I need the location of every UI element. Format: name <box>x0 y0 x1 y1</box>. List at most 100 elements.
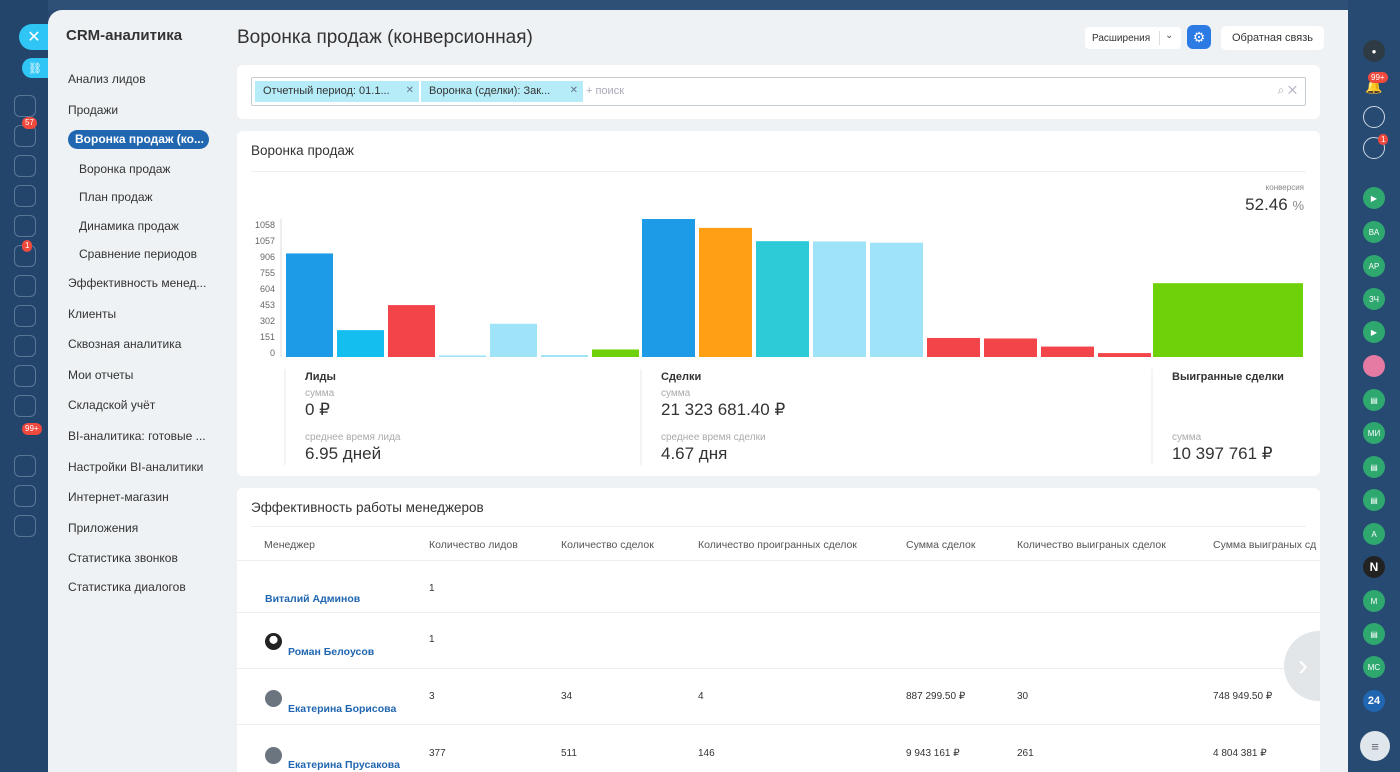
messenger-icon[interactable] <box>1363 137 1385 159</box>
chip-close-icon[interactable]: ✕ <box>569 85 578 96</box>
funnel-bar[interactable] <box>699 227 752 357</box>
funnel-bar[interactable] <box>286 253 333 357</box>
column-header[interactable]: Количество проигранных сделок <box>698 539 857 551</box>
column-header[interactable]: Сумма выиграных сд <box>1213 539 1317 551</box>
chip-label: Воронка (сделки): Зак... <box>429 85 551 97</box>
sidebar-sub-funnel[interactable]: Воронка продаж <box>79 162 171 176</box>
filter-chip-period[interactable]: Отчетный период: 01.1... ✕ <box>255 81 419 102</box>
sidebar-item-bi[interactable]: BI-аналитика: готовые ... <box>68 429 206 443</box>
calendar-icon[interactable] <box>14 215 36 237</box>
main-left-menu: 57 1 99+ <box>0 0 48 772</box>
menu-lines-icon[interactable]: ≡ <box>1360 731 1390 761</box>
y-tick-label: 453 <box>260 300 275 310</box>
funnel-bar[interactable] <box>1098 353 1151 357</box>
sidebar-item-leads[interactable]: Анализ лидов <box>68 72 146 86</box>
funnel-bar[interactable] <box>927 337 980 357</box>
funnel-bar[interactable] <box>813 241 866 357</box>
sidebar-item-sales[interactable]: Продажи <box>68 103 119 117</box>
funnel-bar[interactable] <box>388 305 435 357</box>
feedback-button[interactable]: Обратная связь <box>1221 26 1324 50</box>
sidebar-item-shop[interactable]: Интернет-магазин <box>68 490 169 504</box>
sidebar-item-apps[interactable]: Приложения <box>68 521 139 535</box>
funnel-bar[interactable] <box>984 338 1037 357</box>
cell-leads: 1 <box>429 583 435 594</box>
sidebar-item-conversion-funnel[interactable]: Воронка продаж (ко... <box>68 130 209 149</box>
column-header[interactable]: Сумма сделок <box>906 539 976 551</box>
contact-avatar-ms[interactable]: МС <box>1363 656 1385 678</box>
sidebar-item-clients[interactable]: Клиенты <box>68 307 117 321</box>
videocall-icon[interactable]: ▶ <box>1363 187 1385 209</box>
filter-chip-funnel[interactable]: Воронка (сделки): Зак... ✕ <box>421 81 583 102</box>
manager-link[interactable]: Екатерина Прусакова <box>288 759 400 771</box>
chevron-down-icon[interactable]: ⌄ <box>1165 30 1174 41</box>
scroll-right-icon[interactable]: › <box>1284 631 1320 701</box>
funnel-bar[interactable] <box>642 219 695 357</box>
marketing-icon[interactable] <box>14 395 36 417</box>
user-avatar[interactable]: ● <box>1363 40 1385 62</box>
managers-card: Эффективность работы менеджеров Менеджер… <box>237 488 1320 772</box>
sidebar-item-dialogs[interactable]: Статистика диалогов <box>68 580 186 594</box>
sidebar-item-calls[interactable]: Статистика звонков <box>68 551 178 565</box>
column-header[interactable]: Количество лидов <box>429 539 518 551</box>
filter-input[interactable]: Отчетный период: 01.1... ✕ Воронка (сдел… <box>251 77 1306 106</box>
funnel-title: Воронка продаж <box>251 143 354 158</box>
contact-avatar-zch[interactable]: ЗЧ <box>1363 288 1385 310</box>
funnel-bar[interactable] <box>337 330 384 357</box>
link-icon[interactable]: ⛓ <box>22 58 48 78</box>
employees-icon[interactable] <box>14 365 36 387</box>
drive-icon[interactable] <box>14 185 36 207</box>
funnel-bar[interactable] <box>490 323 537 357</box>
funnel-bar[interactable] <box>756 241 809 357</box>
search-placeholder[interactable]: + поиск <box>586 85 625 97</box>
contact-card2-icon[interactable]: ▤ <box>1363 456 1385 478</box>
menu-icon[interactable] <box>14 95 36 117</box>
contact-avatar-n[interactable]: N <box>1363 556 1385 578</box>
contact-avatar-va[interactable]: ВА <box>1363 221 1385 243</box>
videocall2-icon[interactable]: ▶ <box>1363 321 1385 343</box>
column-header[interactable]: Менеджер <box>264 539 315 551</box>
bitrix24-icon[interactable]: 24 <box>1363 690 1385 712</box>
sidebar-item-myreports[interactable]: Мои отчеты <box>68 368 134 382</box>
funnel-bar[interactable] <box>1153 283 1303 357</box>
copilot-icon[interactable] <box>1363 106 1385 128</box>
automation-icon[interactable] <box>14 515 36 537</box>
manager-link[interactable]: Виталий Админов <box>265 593 361 605</box>
funnel-bar[interactable] <box>541 355 588 357</box>
column-header[interactable]: Количество выиграных сделок <box>1017 539 1166 551</box>
funnel-bar[interactable] <box>439 355 486 357</box>
funnel-bar[interactable] <box>592 349 639 357</box>
contact-card3-icon[interactable]: ▤ <box>1363 489 1385 511</box>
contact-avatar-m[interactable]: М <box>1363 590 1385 612</box>
deals-sum-label: сумма <box>661 388 691 399</box>
sidebar-item-efficiency[interactable]: Эффективность менед... <box>68 276 207 290</box>
sidebar-item-warehouse[interactable]: Складской учёт <box>68 398 156 412</box>
sites-icon[interactable] <box>14 305 36 327</box>
funnel-bar[interactable] <box>870 242 923 357</box>
contact-avatar-photo[interactable] <box>1363 355 1385 377</box>
mail-icon[interactable] <box>14 335 36 357</box>
column-header[interactable]: Количество сделок <box>561 539 654 551</box>
funnel-bar[interactable] <box>1041 346 1094 357</box>
workgroups-icon[interactable] <box>14 155 36 177</box>
contact-card-icon[interactable]: ▤ <box>1363 389 1385 411</box>
contacts-icon[interactable] <box>14 485 36 507</box>
contact-avatar-ar[interactable]: АР <box>1363 255 1385 277</box>
chip-close-icon[interactable]: ✕ <box>405 85 414 96</box>
contact-avatar-a[interactable]: А <box>1363 523 1385 545</box>
sidebar-sub-compare[interactable]: Сравнение периодов <box>79 247 198 261</box>
store-icon[interactable] <box>14 455 36 477</box>
sidebar-item-through[interactable]: Сквозная аналитика <box>68 337 182 351</box>
sidebar-item-bi-settings[interactable]: Настройки BI-аналитики <box>68 460 204 474</box>
manager-link[interactable]: Екатерина Борисова <box>288 703 397 715</box>
manager-link[interactable]: Роман Белоусов <box>288 646 375 658</box>
extensions-button[interactable]: Расширения ⌄ <box>1085 27 1181 49</box>
search-icon[interactable]: ⌕ ✕ <box>1277 83 1297 97</box>
calendar2-icon[interactable] <box>14 275 36 297</box>
gear-icon[interactable]: ⚙ <box>1187 25 1211 49</box>
contact-card4-icon[interactable]: ▤ <box>1363 623 1385 645</box>
extensions-label: Расширения <box>1092 32 1151 44</box>
sidebar-sub-plan[interactable]: План продаж <box>79 190 153 204</box>
contact-avatar-mi[interactable]: МИ <box>1363 422 1385 444</box>
sidebar-sub-dynamics[interactable]: Динамика продаж <box>79 219 179 233</box>
close-icon[interactable]: ✕ <box>19 24 49 50</box>
